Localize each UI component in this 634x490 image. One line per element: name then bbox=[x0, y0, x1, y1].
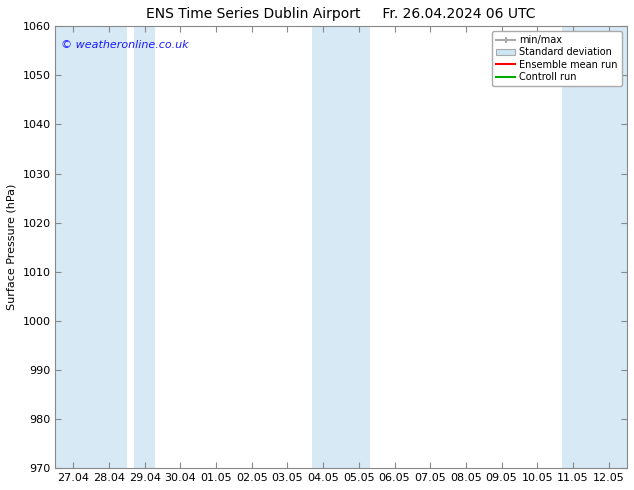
Bar bbox=[56, 26, 127, 468]
Y-axis label: Surface Pressure (hPa): Surface Pressure (hPa) bbox=[7, 184, 17, 311]
Bar bbox=[562, 26, 626, 468]
Title: ENS Time Series Dublin Airport     Fr. 26.04.2024 06 UTC: ENS Time Series Dublin Airport Fr. 26.04… bbox=[146, 7, 536, 21]
Legend: min/max, Standard deviation, Ensemble mean run, Controll run: min/max, Standard deviation, Ensemble me… bbox=[492, 31, 622, 86]
Bar bbox=[134, 26, 155, 468]
Text: © weatheronline.co.uk: © weatheronline.co.uk bbox=[61, 40, 189, 49]
Bar bbox=[313, 26, 370, 468]
